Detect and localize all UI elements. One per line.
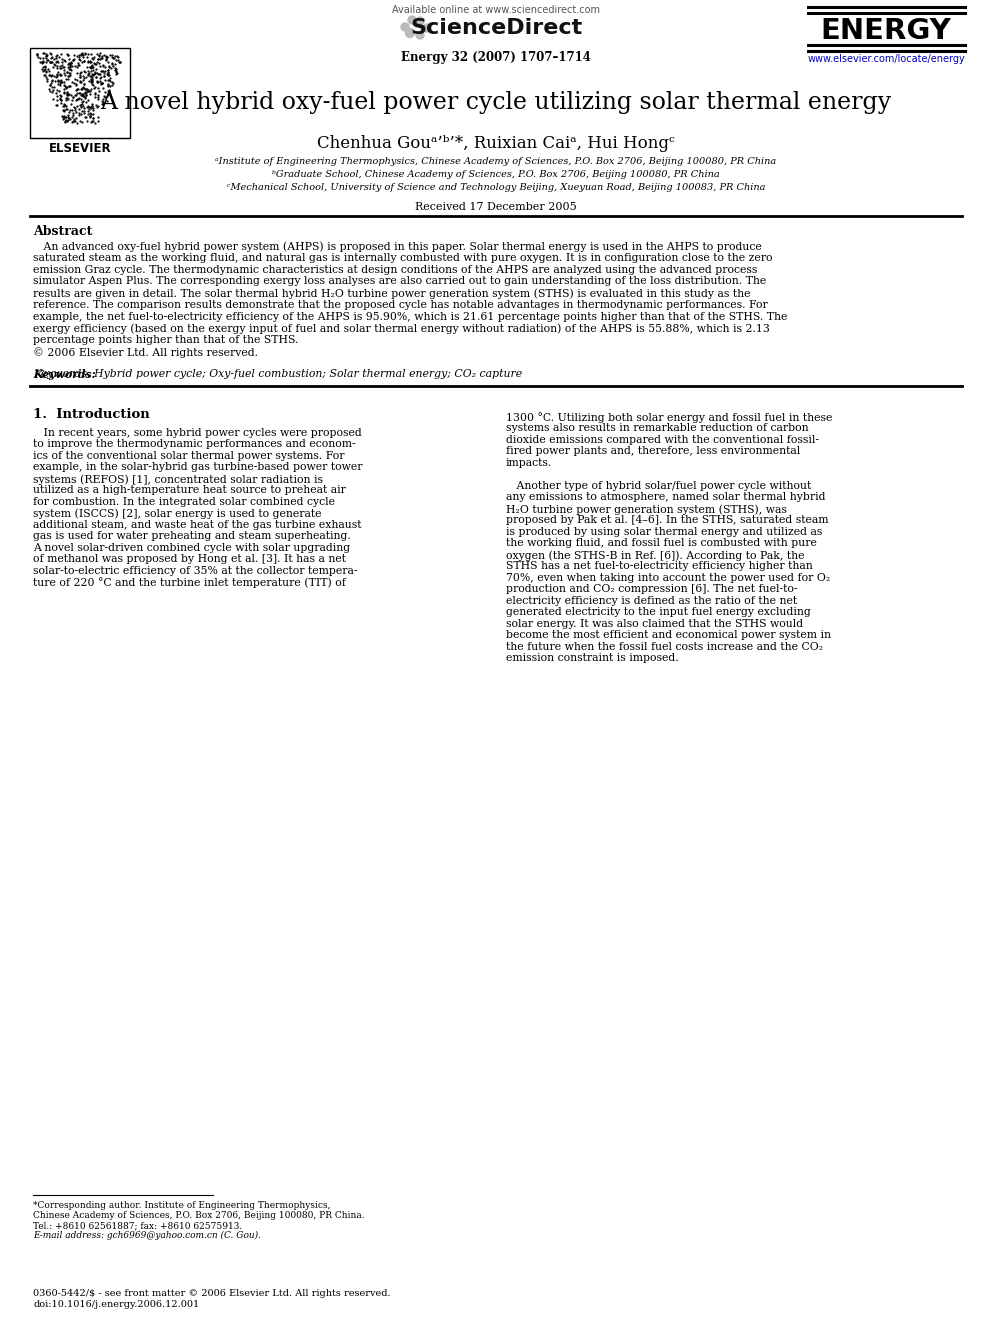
Text: ENERGY: ENERGY <box>820 17 951 45</box>
Text: Chinese Academy of Sciences, P.O. Box 2706, Beijing 100080, PR China.: Chinese Academy of Sciences, P.O. Box 27… <box>33 1211 365 1220</box>
Text: to improve the thermodynamic performances and econom-: to improve the thermodynamic performance… <box>33 439 355 450</box>
Text: fired power plants and, therefore, less environmental: fired power plants and, therefore, less … <box>506 446 801 456</box>
Text: oxygen (the STHS-B in Ref. [6]). According to Pak, the: oxygen (the STHS-B in Ref. [6]). Accordi… <box>506 550 805 561</box>
Text: Keywords: Hybrid power cycle; Oxy-fuel combustion; Solar thermal energy; CO₂ cap: Keywords: Hybrid power cycle; Oxy-fuel c… <box>33 369 522 378</box>
Text: the working fluid, and fossil fuel is combusted with pure: the working fluid, and fossil fuel is co… <box>506 538 816 549</box>
Text: for combustion. In the integrated solar combined cycle: for combustion. In the integrated solar … <box>33 497 335 507</box>
Text: systems also results in remarkable reduction of carbon: systems also results in remarkable reduc… <box>506 423 808 434</box>
Text: additional steam, and waste heat of the gas turbine exhaust: additional steam, and waste heat of the … <box>33 520 361 531</box>
Text: systems (REFOS) [1], concentrated solar radiation is: systems (REFOS) [1], concentrated solar … <box>33 474 323 484</box>
Text: simulator Aspen Plus. The corresponding exergy loss analyses are also carried ou: simulator Aspen Plus. The corresponding … <box>33 277 766 286</box>
Text: reference. The comparison results demonstrate that the proposed cycle has notabl: reference. The comparison results demons… <box>33 300 768 310</box>
Text: emission Graz cycle. The thermodynamic characteristics at design conditions of t: emission Graz cycle. The thermodynamic c… <box>33 265 757 275</box>
Text: is produced by using solar thermal energy and utilized as: is produced by using solar thermal energ… <box>506 527 822 537</box>
Text: ELSEVIER: ELSEVIER <box>49 142 111 155</box>
Text: Available online at www.sciencedirect.com: Available online at www.sciencedirect.co… <box>392 5 600 15</box>
Text: impacts.: impacts. <box>506 458 553 468</box>
Circle shape <box>416 17 424 25</box>
Text: 1.  Introduction: 1. Introduction <box>33 407 150 421</box>
Text: the future when the fossil fuel costs increase and the CO₂: the future when the fossil fuel costs in… <box>506 642 823 652</box>
Text: In recent years, some hybrid power cycles were proposed: In recent years, some hybrid power cycle… <box>33 429 362 438</box>
Text: © 2006 Elsevier Ltd. All rights reserved.: © 2006 Elsevier Ltd. All rights reserved… <box>33 347 258 359</box>
Text: results are given in detail. The solar thermal hybrid H₂O turbine power generati: results are given in detail. The solar t… <box>33 288 751 299</box>
Text: doi:10.1016/j.energy.2006.12.001: doi:10.1016/j.energy.2006.12.001 <box>33 1301 199 1308</box>
Text: Abstract: Abstract <box>33 225 92 238</box>
Text: ᵇGraduate School, Chinese Academy of Sciences, P.O. Box 2706, Beijing 100080, PR: ᵇGraduate School, Chinese Academy of Sci… <box>272 169 720 179</box>
Circle shape <box>423 24 431 32</box>
Text: Energy 32 (2007) 1707–1714: Energy 32 (2007) 1707–1714 <box>401 52 591 64</box>
Text: A novel solar-driven combined cycle with solar upgrading: A novel solar-driven combined cycle with… <box>33 542 350 553</box>
Text: example, the net fuel-to-electricity efficiency of the AHPS is 95.90%, which is : example, the net fuel-to-electricity eff… <box>33 312 788 321</box>
Text: H₂O turbine power generation system (STHS), was: H₂O turbine power generation system (STH… <box>506 504 787 515</box>
Text: www.elsevier.com/locate/energy: www.elsevier.com/locate/energy <box>807 54 965 64</box>
Text: emission constraint is imposed.: emission constraint is imposed. <box>506 654 679 664</box>
Text: Tel.: +8610 62561887; fax: +8610 62575913.: Tel.: +8610 62561887; fax: +8610 6257591… <box>33 1221 242 1230</box>
Text: 1300 °C. Utilizing both solar energy and fossil fuel in these: 1300 °C. Utilizing both solar energy and… <box>506 411 832 423</box>
Circle shape <box>406 29 415 37</box>
Bar <box>30 48 130 138</box>
Text: E-mail address: gch6969@yahoo.com.cn (C. Gou).: E-mail address: gch6969@yahoo.com.cn (C.… <box>33 1230 261 1240</box>
Text: 0360-5442/$ - see front matter © 2006 Elsevier Ltd. All rights reserved.: 0360-5442/$ - see front matter © 2006 El… <box>33 1289 391 1298</box>
Text: percentage points higher than that of the STHS.: percentage points higher than that of th… <box>33 336 299 345</box>
Text: Keywords:: Keywords: <box>33 369 95 380</box>
Text: gas is used for water preheating and steam superheating.: gas is used for water preheating and ste… <box>33 532 351 541</box>
Text: become the most efficient and economical power system in: become the most efficient and economical… <box>506 631 831 640</box>
Text: ᵃInstitute of Engineering Thermophysics, Chinese Academy of Sciences, P.O. Box 2: ᵃInstitute of Engineering Thermophysics,… <box>215 157 777 165</box>
Text: any emissions to atmosphere, named solar thermal hybrid: any emissions to atmosphere, named solar… <box>506 492 825 503</box>
Circle shape <box>416 30 424 38</box>
Text: saturated steam as the working fluid, and natural gas is internally combusted wi: saturated steam as the working fluid, an… <box>33 253 773 263</box>
Text: Another type of hybrid solar/fuel power cycle without: Another type of hybrid solar/fuel power … <box>506 482 811 491</box>
Text: solar energy. It was also claimed that the STHS would: solar energy. It was also claimed that t… <box>506 619 804 628</box>
Text: Chenhua Gouᵃ’ᵇ’*, Ruixian Caiᵃ, Hui Hongᶜ: Chenhua Gouᵃ’ᵇ’*, Ruixian Caiᵃ, Hui Hong… <box>317 135 675 152</box>
Text: ics of the conventional solar thermal power systems. For: ics of the conventional solar thermal po… <box>33 451 344 460</box>
Text: example, in the solar-hybrid gas turbine-based power tower: example, in the solar-hybrid gas turbine… <box>33 463 362 472</box>
Text: of methanol was proposed by Hong et al. [3]. It has a net: of methanol was proposed by Hong et al. … <box>33 554 346 565</box>
Text: proposed by Pak et al. [4–6]. In the STHS, saturated steam: proposed by Pak et al. [4–6]. In the STH… <box>506 516 828 525</box>
Circle shape <box>401 22 409 30</box>
Circle shape <box>408 16 416 24</box>
Text: *Corresponding author. Institute of Engineering Thermophysics,: *Corresponding author. Institute of Engi… <box>33 1201 330 1211</box>
Text: dioxide emissions compared with the conventional fossil-: dioxide emissions compared with the conv… <box>506 435 819 445</box>
Text: Received 17 December 2005: Received 17 December 2005 <box>415 202 577 212</box>
Text: A novel hybrid oxy-fuel power cycle utilizing solar thermal energy: A novel hybrid oxy-fuel power cycle util… <box>100 91 892 114</box>
Text: 70%, even when taking into account the power used for O₂: 70%, even when taking into account the p… <box>506 573 830 583</box>
Text: ScienceDirect: ScienceDirect <box>410 19 582 38</box>
Text: generated electricity to the input fuel energy excluding: generated electricity to the input fuel … <box>506 607 810 618</box>
Text: electricity efficiency is defined as the ratio of the net: electricity efficiency is defined as the… <box>506 595 798 606</box>
Text: ture of 220 °C and the turbine inlet temperature (TIT) of: ture of 220 °C and the turbine inlet tem… <box>33 578 346 589</box>
Text: system (ISCCS) [2], solar energy is used to generate: system (ISCCS) [2], solar energy is used… <box>33 508 321 519</box>
Text: STHS has a net fuel-to-electricity efficiency higher than: STHS has a net fuel-to-electricity effic… <box>506 561 812 572</box>
Text: An advanced oxy-fuel hybrid power system (AHPS) is proposed in this paper. Solar: An advanced oxy-fuel hybrid power system… <box>33 241 762 251</box>
Text: ᶜMechanical School, University of Science and Technology Beijing, Xueyuan Road, : ᶜMechanical School, University of Scienc… <box>227 183 765 192</box>
Text: utilized as a high-temperature heat source to preheat air: utilized as a high-temperature heat sour… <box>33 486 346 496</box>
Text: exergy efficiency (based on the exergy input of fuel and solar thermal energy wi: exergy efficiency (based on the exergy i… <box>33 324 770 335</box>
Text: solar-to-electric efficiency of 35% at the collector tempera-: solar-to-electric efficiency of 35% at t… <box>33 566 357 576</box>
Text: production and CO₂ compression [6]. The net fuel-to-: production and CO₂ compression [6]. The … <box>506 585 798 594</box>
